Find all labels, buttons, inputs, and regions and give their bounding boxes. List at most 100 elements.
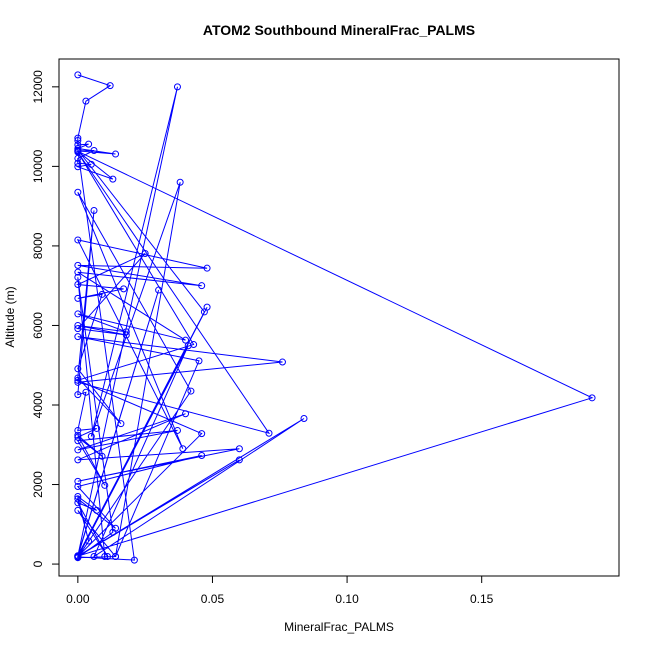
data-point (173, 83, 181, 91)
x-tick-label: 0.05 (201, 592, 225, 606)
data-point (74, 506, 82, 514)
data-point (93, 424, 101, 432)
data-point (74, 433, 82, 441)
data-point (103, 553, 111, 561)
data-point (74, 391, 82, 399)
data-point (87, 160, 95, 168)
data-point (74, 495, 82, 503)
data-point (74, 426, 82, 434)
data-point (74, 294, 82, 302)
data-point (112, 553, 120, 561)
data-point (74, 137, 82, 145)
data-point (87, 432, 95, 440)
x-axis: 0.00 0.05 0.10 0.15 (66, 575, 494, 606)
data-point (74, 499, 82, 507)
data-point (82, 388, 90, 396)
data-point (74, 273, 82, 281)
data-point (588, 394, 596, 402)
data-point (173, 426, 181, 434)
data-point (184, 342, 192, 350)
data-point (74, 146, 82, 154)
data-point (109, 528, 117, 536)
data-point (74, 456, 82, 464)
data-point (93, 506, 101, 514)
data-point (74, 163, 82, 171)
data-point (198, 451, 206, 459)
data-point (112, 150, 120, 158)
data-point (74, 188, 82, 196)
data-point (74, 378, 82, 386)
data-point (101, 481, 109, 489)
data-point (74, 321, 82, 329)
data-point (74, 236, 82, 244)
y-tick-label: 8000 (31, 232, 45, 259)
y-tick-label: 12000 (31, 70, 45, 104)
x-axis-label: MineralFrac_PALMS (284, 620, 394, 634)
data-point (74, 446, 82, 454)
data-point (90, 553, 98, 561)
data-point (74, 325, 82, 333)
data-point (182, 336, 190, 344)
y-tick-label: 4000 (31, 391, 45, 418)
data-point (90, 146, 98, 154)
data-point (85, 537, 93, 545)
y-tick-label: 10000 (31, 149, 45, 183)
data-point (141, 249, 149, 257)
series-line (75, 74, 594, 561)
data-point (74, 71, 82, 79)
data-point (85, 140, 93, 148)
data-point (74, 333, 82, 341)
data-point (74, 159, 82, 167)
data-point (182, 410, 190, 418)
data-point (278, 358, 286, 366)
data-point (101, 553, 109, 561)
data-point (74, 365, 82, 373)
data-point (187, 387, 195, 395)
data-point (109, 175, 117, 183)
data-point (200, 308, 208, 316)
data-point (74, 374, 82, 382)
y-axis: 0 2000 4000 6000 8000 10000 12000 (31, 70, 60, 567)
data-point (198, 282, 206, 290)
data-point (74, 437, 82, 445)
data-point (74, 310, 82, 318)
data-point (235, 456, 243, 464)
data-point (74, 148, 82, 156)
data-point (74, 376, 82, 384)
data-point (74, 268, 82, 276)
data-point (122, 328, 130, 336)
data-point (265, 429, 273, 437)
data-point (90, 207, 98, 215)
data-point (198, 430, 206, 438)
data-point (117, 420, 125, 428)
data-point (120, 285, 128, 293)
data-point (74, 261, 82, 269)
data-point (98, 290, 106, 298)
data-point (122, 331, 130, 339)
data-point (195, 357, 203, 365)
data-point (74, 554, 82, 562)
y-tick-label: 6000 (31, 312, 45, 339)
data-point (74, 477, 82, 485)
data-point (176, 178, 184, 186)
y-axis-label: Altitude (m) (3, 286, 17, 347)
data-point (203, 264, 211, 272)
data-point (74, 483, 82, 491)
data-point (235, 445, 243, 453)
data-point (82, 97, 90, 105)
data-point (74, 280, 82, 288)
data-point (106, 82, 114, 90)
y-tick-label: 2000 (31, 471, 45, 498)
series-layer (74, 71, 596, 564)
x-tick-label: 0.10 (335, 592, 359, 606)
data-point (155, 286, 163, 294)
chart-title: ATOM2 Southbound MineralFrac_PALMS (203, 22, 475, 38)
data-point (98, 452, 106, 460)
x-tick-label: 0.15 (470, 592, 494, 606)
data-point (74, 134, 82, 142)
y-tick-label: 0 (31, 560, 45, 567)
data-point (179, 445, 187, 453)
